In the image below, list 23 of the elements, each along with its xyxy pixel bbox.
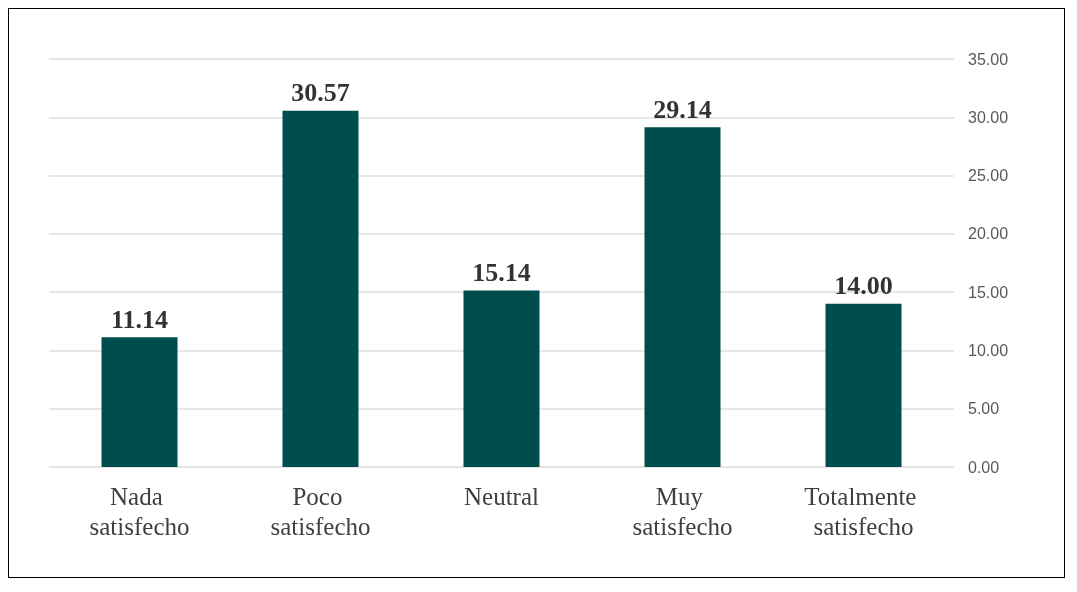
bar <box>463 290 540 467</box>
x-tick-label: Nada satisfecho <box>89 482 190 540</box>
data-label: 11.14 <box>110 304 169 334</box>
bar <box>282 110 359 467</box>
y-tick-label: 15.00 <box>968 283 1009 301</box>
bar <box>825 303 902 467</box>
x-tick-label: Muy satisfecho <box>632 482 733 540</box>
bar <box>644 127 721 467</box>
data-label: 15.14 <box>472 258 531 288</box>
data-label: 30.57 <box>291 78 350 108</box>
x-tick-label: Poco satisfecho <box>270 482 371 540</box>
y-tick-label: 10.00 <box>968 341 1009 359</box>
y-tick-label: 5.00 <box>968 400 1000 418</box>
data-label: 29.14 <box>653 94 712 124</box>
x-tick-label: Neutral <box>464 482 540 510</box>
y-tick-label: 35.00 <box>968 50 1009 68</box>
y-tick-label: 30.00 <box>968 108 1009 126</box>
x-tick-label: Totalmente satisfecho <box>804 482 923 540</box>
y-tick-label: 0.00 <box>968 458 1000 476</box>
y-tick-label: 20.00 <box>968 225 1009 243</box>
y-tick-label: 25.00 <box>968 167 1009 185</box>
data-label: 14.00 <box>834 271 893 301</box>
bar <box>101 337 178 467</box>
